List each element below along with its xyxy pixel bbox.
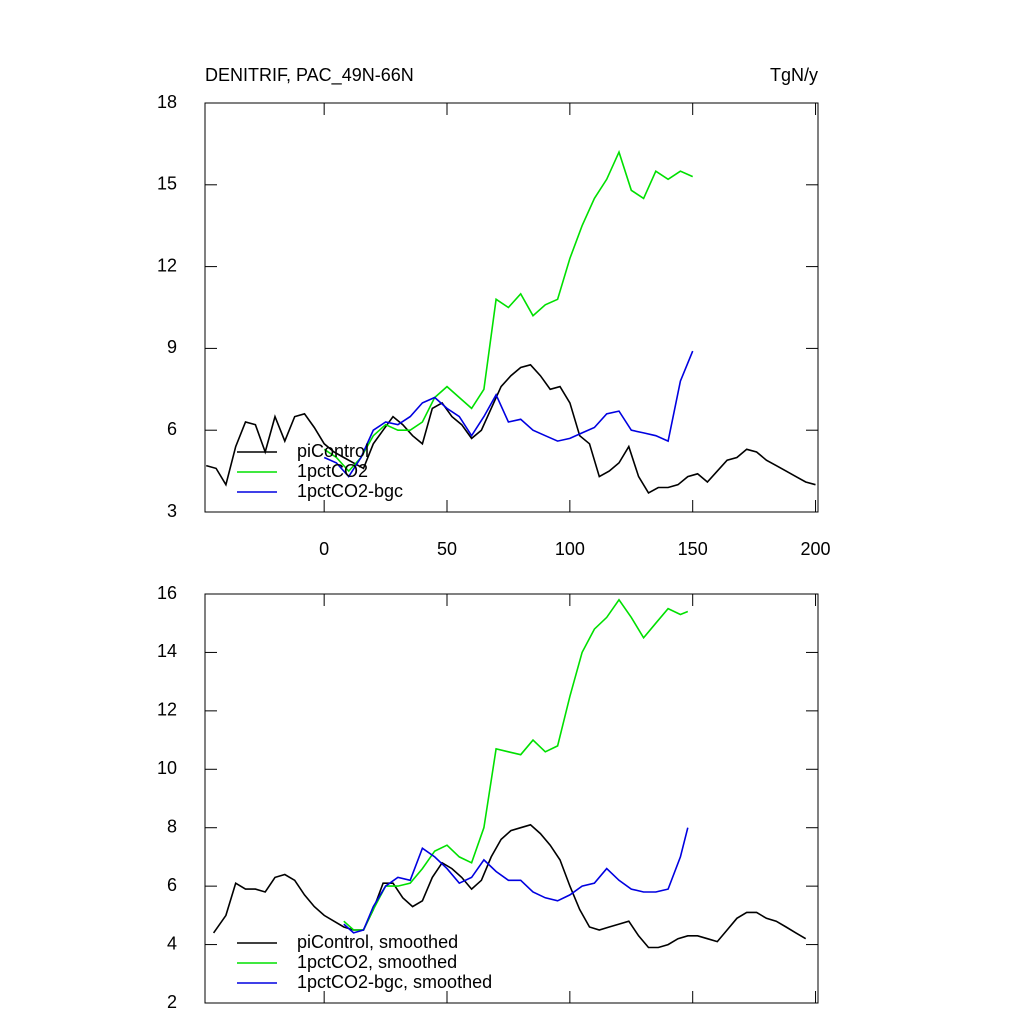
y-tick-label: 8 — [167, 816, 177, 836]
data-line — [212, 823, 807, 949]
y-tick-label: 15 — [157, 174, 177, 194]
x-tick-label: 50 — [437, 539, 457, 559]
y-tick-label: 12 — [157, 255, 177, 275]
y-tick-label: 6 — [167, 419, 177, 439]
legend-label: piControl, smoothed — [297, 932, 458, 952]
y-tick-label: 9 — [167, 337, 177, 357]
legend-label: 1pctCO2 — [297, 461, 368, 481]
x-tick-label: 100 — [555, 539, 585, 559]
legend-label: 1pctCO2, smoothed — [297, 952, 457, 972]
y-tick-label: 10 — [157, 758, 177, 778]
y-tick-label: 12 — [157, 700, 177, 720]
y-tick-label: 2 — [167, 992, 177, 1012]
chart-title: DENITRIF, PAC_49N-66N — [205, 65, 414, 86]
y-tick-label: 3 — [167, 501, 177, 521]
y-tick-label: 14 — [157, 641, 177, 661]
x-tick-label: 0 — [319, 539, 329, 559]
data-line — [205, 363, 816, 494]
plot-frame — [204, 593, 819, 1004]
data-line — [323, 350, 694, 478]
data-line — [323, 149, 694, 473]
units-label: TgN/y — [770, 65, 818, 85]
legend-label: 1pctCO2-bgc — [297, 481, 403, 501]
y-tick-label: 16 — [157, 583, 177, 603]
data-line — [343, 598, 689, 931]
y-tick-label: 4 — [167, 933, 177, 953]
data-line — [343, 827, 689, 934]
y-tick-label: 6 — [167, 875, 177, 895]
y-tick-label: 18 — [157, 92, 177, 112]
x-tick-label: 150 — [678, 539, 708, 559]
plot-frame — [204, 102, 819, 513]
x-tick-label: 200 — [801, 539, 831, 559]
legend-label: piControl — [297, 441, 369, 461]
legend-label: 1pctCO2-bgc, smoothed — [297, 972, 492, 992]
